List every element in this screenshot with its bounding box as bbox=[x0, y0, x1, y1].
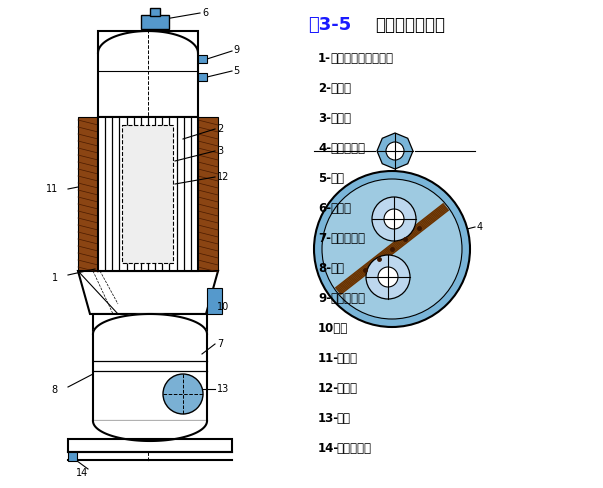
Bar bbox=[78, 118, 98, 271]
Bar bbox=[98, 118, 198, 271]
Text: 后烟墙: 后烟墙 bbox=[336, 381, 357, 394]
Circle shape bbox=[322, 180, 462, 319]
Text: 3-: 3- bbox=[318, 112, 331, 125]
Text: 下降管: 下降管 bbox=[330, 82, 351, 95]
Text: 14: 14 bbox=[76, 467, 88, 477]
Text: 13-: 13- bbox=[318, 411, 339, 424]
Text: 8-: 8- bbox=[318, 262, 331, 274]
Text: 4: 4 bbox=[477, 222, 483, 231]
Text: 6-: 6- bbox=[318, 202, 331, 215]
Bar bbox=[68, 439, 232, 452]
Text: 前烟墙: 前烟墙 bbox=[336, 351, 357, 364]
Bar bbox=[122, 126, 173, 264]
Text: 1: 1 bbox=[52, 272, 58, 283]
Text: 13: 13 bbox=[217, 383, 229, 393]
Bar bbox=[207, 288, 222, 314]
Text: 14-: 14- bbox=[318, 441, 339, 454]
Text: 2-: 2- bbox=[318, 82, 331, 95]
Text: 炉排: 炉排 bbox=[330, 262, 344, 274]
Text: 挡烟隔墙板: 挡烟隔墙板 bbox=[330, 142, 365, 155]
Circle shape bbox=[384, 209, 404, 229]
Polygon shape bbox=[93, 421, 207, 441]
Bar bbox=[198, 118, 218, 271]
Text: 底脚角铁箍: 底脚角铁箍 bbox=[336, 441, 371, 454]
Text: 炉门: 炉门 bbox=[336, 411, 350, 424]
Circle shape bbox=[366, 256, 410, 299]
Circle shape bbox=[386, 142, 404, 161]
Text: 10手孔: 10手孔 bbox=[318, 321, 349, 334]
Text: 8: 8 bbox=[52, 384, 58, 394]
Text: 4-: 4- bbox=[318, 142, 331, 155]
Text: 2: 2 bbox=[217, 124, 223, 134]
Circle shape bbox=[378, 267, 398, 287]
Text: 烟气出口管（喉管）: 烟气出口管（喉管） bbox=[330, 52, 393, 65]
Polygon shape bbox=[78, 271, 218, 314]
Polygon shape bbox=[93, 314, 207, 421]
Text: 7-: 7- bbox=[318, 231, 331, 244]
Text: 检查孔: 检查孔 bbox=[330, 202, 351, 215]
Bar bbox=[198, 56, 207, 64]
Text: 图3-5: 图3-5 bbox=[308, 16, 352, 34]
Text: 1-: 1- bbox=[318, 52, 331, 65]
Text: 3: 3 bbox=[217, 146, 223, 156]
Text: 12-: 12- bbox=[318, 381, 339, 394]
Text: 锅壳: 锅壳 bbox=[330, 172, 344, 184]
Text: 10: 10 bbox=[217, 302, 229, 311]
Polygon shape bbox=[98, 32, 198, 54]
Text: 半圆形炉胆: 半圆形炉胆 bbox=[330, 231, 365, 244]
Polygon shape bbox=[377, 134, 413, 170]
Polygon shape bbox=[93, 314, 207, 334]
Circle shape bbox=[314, 172, 470, 327]
Text: 6: 6 bbox=[202, 8, 208, 18]
Text: 7: 7 bbox=[217, 338, 223, 348]
Text: 5: 5 bbox=[233, 66, 239, 76]
Polygon shape bbox=[98, 32, 198, 118]
Text: 立式直水管锅炉: 立式直水管锅炉 bbox=[375, 16, 445, 34]
Text: 水位表接口: 水位表接口 bbox=[330, 291, 365, 305]
Text: 直水管: 直水管 bbox=[330, 112, 351, 125]
Text: 9: 9 bbox=[233, 45, 239, 55]
Text: 11: 11 bbox=[46, 183, 58, 194]
Text: 11-: 11- bbox=[318, 351, 339, 364]
Bar bbox=[68, 452, 77, 461]
Circle shape bbox=[372, 198, 416, 242]
Bar bbox=[141, 16, 169, 30]
Text: 12: 12 bbox=[217, 172, 229, 182]
Text: 9-: 9- bbox=[318, 291, 331, 305]
Circle shape bbox=[163, 374, 203, 414]
Bar bbox=[150, 9, 160, 17]
Text: 5-: 5- bbox=[318, 172, 331, 184]
Bar bbox=[198, 74, 207, 82]
